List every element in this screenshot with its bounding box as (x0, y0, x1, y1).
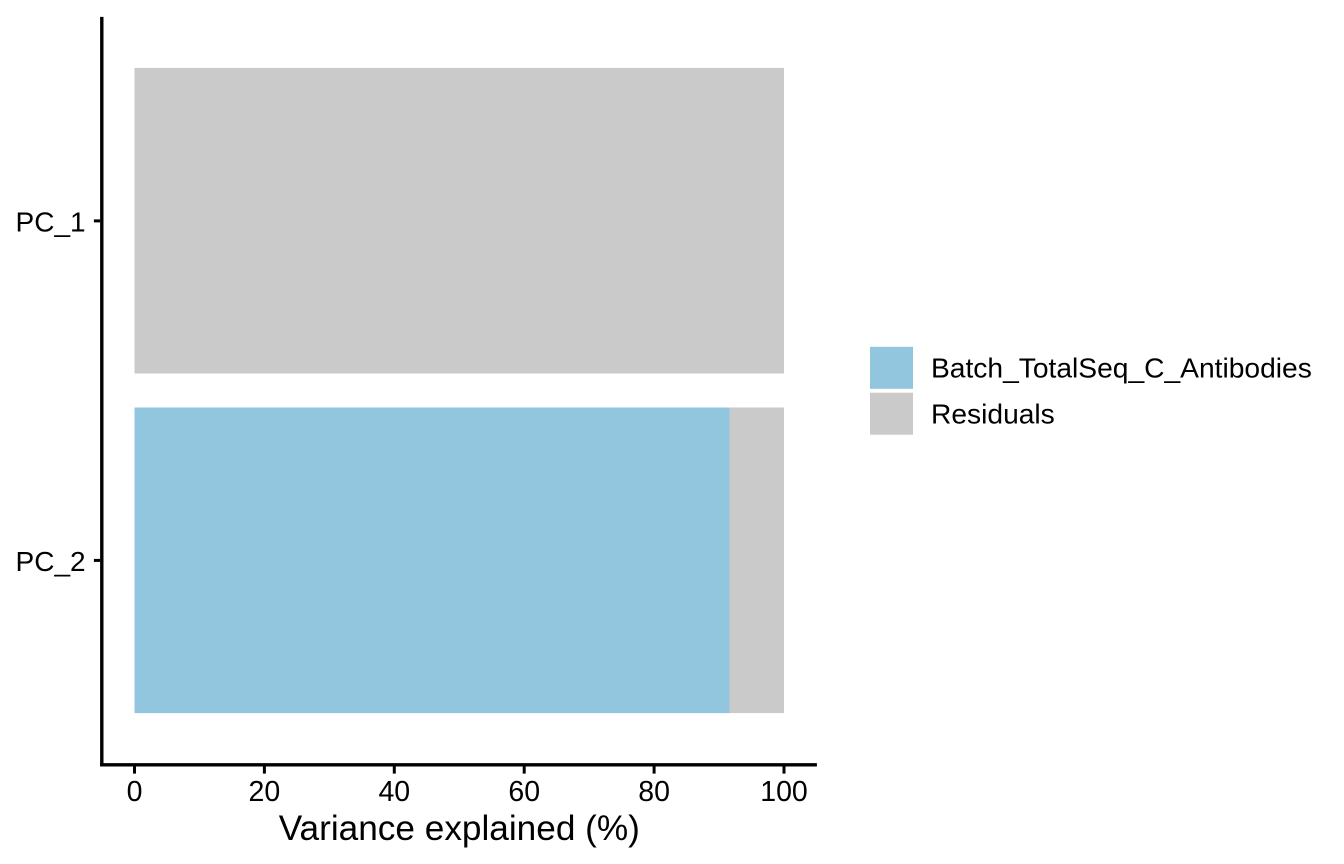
svg-text:Variance explained (%): Variance explained (%) (279, 809, 640, 848)
svg-text:60: 60 (508, 776, 540, 808)
svg-text:PC_1: PC_1 (16, 207, 86, 238)
svg-text:PC_2: PC_2 (16, 546, 86, 577)
svg-text:80: 80 (638, 776, 670, 808)
svg-text:100: 100 (760, 776, 808, 808)
svg-text:Batch_TotalSeq_C_Antibodies: Batch_TotalSeq_C_Antibodies (931, 352, 1312, 384)
svg-text:20: 20 (249, 776, 281, 808)
svg-text:Residuals: Residuals (931, 397, 1055, 429)
svg-text:40: 40 (378, 776, 410, 808)
svg-text:0: 0 (127, 776, 143, 808)
